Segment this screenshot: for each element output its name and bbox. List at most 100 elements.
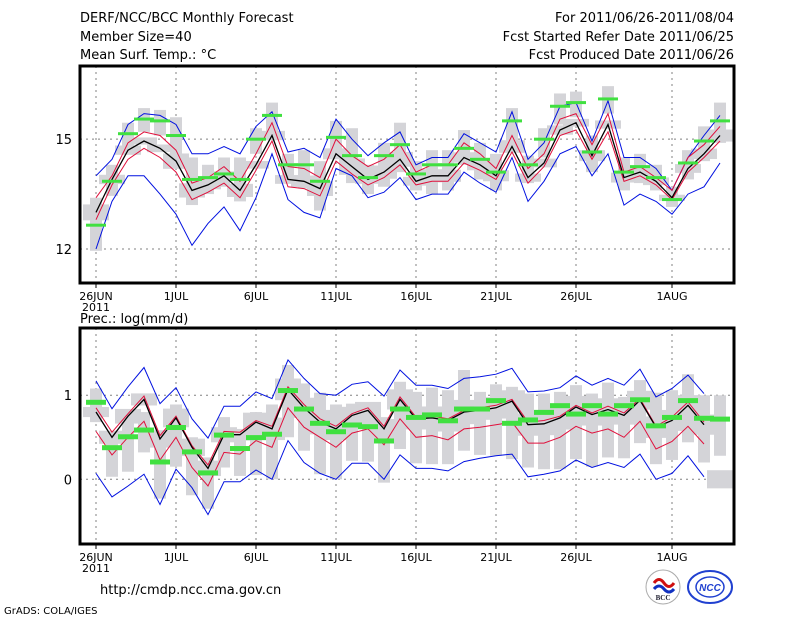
ensemble-marker xyxy=(262,113,282,117)
ensemble-marker xyxy=(166,425,186,431)
top-panel-variable: Mean Surf. Temp.: °C xyxy=(80,48,217,63)
ensemble-marker xyxy=(518,417,538,423)
ensemble-marker xyxy=(246,435,266,441)
spread-box xyxy=(122,422,134,472)
bottom-panel-variable: Prec.: log(mm/d) xyxy=(80,312,188,327)
ensemble-marker xyxy=(422,412,442,418)
x-tick-label: 26JUL xyxy=(560,551,592,564)
plot-frame xyxy=(78,326,736,546)
x-tick-year: 2011 xyxy=(82,562,110,575)
ensemble-marker xyxy=(150,459,170,465)
ncc-logo-text: NCC xyxy=(699,583,721,594)
forecast-period: For 2011/06/26-2011/08/04 xyxy=(555,11,734,26)
spread-box xyxy=(266,102,278,134)
ensemble-marker xyxy=(230,446,250,452)
ensemble-marker xyxy=(598,411,618,417)
x-tick-label: 11JUL xyxy=(320,290,352,303)
ensemble-marker xyxy=(358,424,378,430)
ensemble-marker xyxy=(102,179,122,183)
ensemble-marker xyxy=(486,170,506,174)
ensemble-marker xyxy=(118,434,138,440)
ensemble-marker xyxy=(310,420,330,426)
ensemble-marker xyxy=(550,104,570,108)
ensemble-marker xyxy=(582,403,602,409)
ensemble-marker xyxy=(214,172,234,176)
series-line-blue-upper xyxy=(95,358,705,440)
ensemble-marker xyxy=(182,449,202,455)
ensemble-marker xyxy=(342,422,362,428)
ensemble-marker xyxy=(502,119,522,123)
ensemble-marker xyxy=(646,423,666,429)
ensemble-marker xyxy=(662,414,682,420)
x-tick-label: 26JUN xyxy=(79,551,113,564)
x-tick-label: 1AUG xyxy=(656,290,687,303)
ensemble-marker xyxy=(630,165,650,169)
ensemble-marker xyxy=(598,97,618,101)
ensemble-marker xyxy=(438,418,458,424)
fcst-started-date: Fcst Started Refer Date 2011/06/25 xyxy=(502,30,734,45)
series-line-blue-upper xyxy=(95,99,721,192)
x-tick-label: 6JUL xyxy=(244,551,269,564)
x-tick-label: 26JUN xyxy=(79,290,113,303)
ensemble-marker xyxy=(390,143,410,147)
ensemble-marker xyxy=(678,398,698,404)
ensemble-marker xyxy=(678,161,698,165)
ensemble-marker xyxy=(454,146,474,150)
series-line-ensemble-mean xyxy=(95,121,721,213)
ensemble-marker xyxy=(534,137,554,141)
panel-temperature: 12 15 26JUN 1JUL 6JUL 11JUL 16JUL 21JUL 26JUL 1AU… xyxy=(55,64,736,314)
ensemble-marker xyxy=(422,163,442,167)
ensemble-marker xyxy=(134,427,154,433)
ensemble-marker xyxy=(326,135,346,139)
ensemble-marker xyxy=(710,119,730,123)
ensemble-marker xyxy=(454,406,474,412)
ensemble-marker xyxy=(694,415,714,421)
ensemble-marker xyxy=(310,179,330,183)
ensemble-marker xyxy=(614,170,634,174)
ensemble-marker xyxy=(694,139,714,143)
ensemble-marker xyxy=(86,223,106,227)
bcc-logo-text: BCC xyxy=(656,594,671,602)
source-url[interactable]: http://cmdp.ncc.cma.gov.cn xyxy=(100,583,282,598)
y-tick-label: 12 xyxy=(55,243,72,258)
fcst-produced-date: Fcst Produced Date 2011/06/26 xyxy=(528,48,734,63)
ensemble-marker xyxy=(262,431,282,437)
x-tick-label: 6JUL xyxy=(244,290,269,303)
y-tick-label: 0 xyxy=(64,473,72,488)
plot-frame xyxy=(78,64,736,285)
x-tick-label: 1AUG xyxy=(656,551,687,564)
ensemble-marker xyxy=(502,420,522,426)
ensemble-marker xyxy=(566,101,586,105)
ensemble-marker xyxy=(630,397,650,403)
x-tick-year: 2011 xyxy=(82,301,110,314)
ensemble-marker xyxy=(230,177,250,181)
ensemble-marker xyxy=(470,406,490,412)
chart-title: DERF/NCC/BCC Monthly Forecast xyxy=(80,11,294,26)
ensemble-marker xyxy=(486,398,506,404)
ensemble-marker xyxy=(86,399,106,405)
ensemble-marker xyxy=(646,176,666,180)
x-tick-label: 1JUL xyxy=(164,551,189,564)
ensemble-marker xyxy=(374,154,394,158)
ensemble-marker xyxy=(518,163,538,167)
ensemble-marker xyxy=(566,411,586,417)
x-tick-label: 16JUL xyxy=(400,551,432,564)
spread-box xyxy=(154,109,166,136)
ensemble-marker xyxy=(150,119,170,123)
ensemble-marker xyxy=(214,432,234,438)
series-line-blue-lower xyxy=(95,439,705,516)
ensemble-marker xyxy=(390,406,410,412)
ensemble-marker xyxy=(710,416,730,422)
ensemble-marker xyxy=(102,445,122,451)
x-tick-label: 1JUL xyxy=(164,290,189,303)
ensemble-marker xyxy=(358,176,378,180)
x-tick-label: 21JUL xyxy=(480,290,512,303)
ensemble-marker xyxy=(614,403,634,409)
y-tick-label: 1 xyxy=(64,389,72,404)
quartile-box xyxy=(707,470,733,489)
x-tick-label: 16JUL xyxy=(400,290,432,303)
member-size: Member Size=40 xyxy=(80,30,192,45)
ensemble-marker xyxy=(198,176,218,180)
panel-precipitation: 0 1 26JUN 1JUL 6JUL 11JUL 16JUL 21JUL 26JUL 1AUG 2… xyxy=(64,312,736,575)
